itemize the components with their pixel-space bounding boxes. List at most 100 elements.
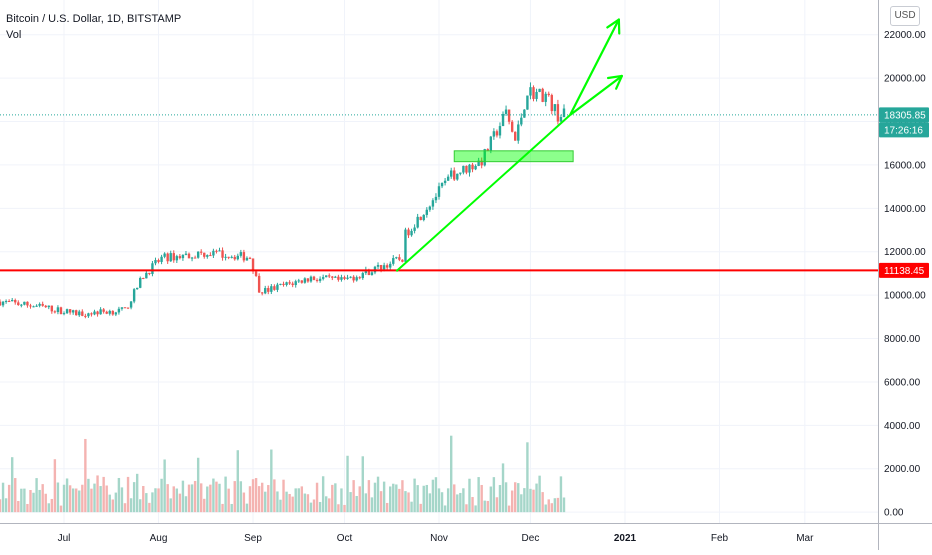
x-tick-label: Dec xyxy=(522,533,540,544)
candle-body xyxy=(127,308,129,309)
volume-bar xyxy=(81,485,83,512)
candle-body xyxy=(112,311,114,315)
volume-bar xyxy=(279,500,281,512)
volume-bar xyxy=(276,491,278,512)
volume-bar xyxy=(362,456,364,512)
candle-body xyxy=(191,258,193,259)
volume-bar xyxy=(474,505,476,512)
volume-bar xyxy=(316,483,318,512)
candle-body xyxy=(215,251,217,252)
volume-bar xyxy=(435,477,437,512)
candle-body xyxy=(508,110,510,122)
volume-bar xyxy=(173,486,175,512)
candle-body xyxy=(106,312,108,314)
x-tick-label: Mar xyxy=(796,533,814,544)
y-tick-label: 20000.00 xyxy=(884,74,926,85)
candle-body xyxy=(420,217,422,220)
candle-body xyxy=(14,300,16,302)
candle-body xyxy=(38,304,40,306)
volume-bar xyxy=(310,503,312,513)
volume-bar xyxy=(154,488,156,512)
candle-body xyxy=(264,288,266,293)
symbol-label[interactable]: Bitcoin / U.S. Dollar, 1D, BITSTAMP xyxy=(6,11,181,27)
candle-body xyxy=(23,302,25,305)
volume-bar xyxy=(447,488,449,512)
candle-body xyxy=(331,276,333,277)
volume-bar xyxy=(221,504,223,512)
volume-bar xyxy=(87,479,89,512)
volume-bar xyxy=(194,481,196,512)
volume-indicator-label[interactable]: Vol xyxy=(6,27,181,43)
candle-body xyxy=(398,257,400,260)
volume-bar xyxy=(328,498,330,512)
volume-bar xyxy=(11,457,13,512)
volume-bar xyxy=(389,486,391,512)
volume-bar xyxy=(523,488,525,512)
volume-bar xyxy=(438,488,440,512)
candle-body xyxy=(48,306,50,307)
candle-body xyxy=(237,256,239,259)
candle-body xyxy=(337,277,339,280)
volume-bar xyxy=(63,485,65,512)
volume-bar xyxy=(416,485,418,512)
candle-body xyxy=(355,277,357,280)
volume-bar xyxy=(331,485,333,512)
candle-body xyxy=(75,310,77,315)
trendline xyxy=(396,115,570,271)
last-price-badge: 18305.85 xyxy=(884,110,926,121)
chart-legend: Bitcoin / U.S. Dollar, 1D, BITSTAMP Vol xyxy=(6,11,181,43)
volume-bar xyxy=(261,483,263,512)
candle-body xyxy=(78,312,80,316)
volume-bar xyxy=(462,488,464,512)
volume-bar xyxy=(298,488,300,512)
volume-bar xyxy=(99,486,101,512)
volume-bar xyxy=(301,486,303,512)
volume-bar xyxy=(32,493,34,512)
volume-bar xyxy=(75,488,77,512)
candle-body xyxy=(17,302,19,305)
x-tick-label: Sep xyxy=(244,533,262,544)
volume-bar xyxy=(343,505,345,512)
candle-body xyxy=(359,277,361,278)
volume-bar xyxy=(322,476,324,512)
volume-bar xyxy=(258,486,260,512)
candle-body xyxy=(380,265,382,269)
candle-body xyxy=(258,276,260,293)
candle-body xyxy=(261,292,263,293)
volume-bar xyxy=(130,498,132,512)
candle-body xyxy=(81,312,83,316)
candle-body xyxy=(349,277,351,278)
candle-body xyxy=(249,258,251,259)
volume-bar xyxy=(249,486,251,512)
volume-bar xyxy=(407,492,409,512)
currency-button[interactable]: USD xyxy=(890,6,920,26)
volume-bar xyxy=(106,486,108,513)
volume-bar xyxy=(374,483,376,512)
volume-bar xyxy=(520,494,522,512)
candle-body xyxy=(490,137,492,151)
volume-bar xyxy=(237,450,239,512)
candle-body xyxy=(377,265,379,267)
candle-body xyxy=(197,252,199,258)
x-tick-label: Jul xyxy=(58,533,71,544)
candle-body xyxy=(468,165,470,173)
candle-body xyxy=(456,174,458,180)
y-tick-label: 8000.00 xyxy=(884,334,921,345)
volume-bar xyxy=(487,501,489,512)
volume-bar xyxy=(90,489,92,512)
candle-body xyxy=(151,263,153,274)
y-tick-label: 6000.00 xyxy=(884,377,921,388)
candle-body xyxy=(395,257,397,258)
volume-bar xyxy=(179,494,181,513)
volume-bar xyxy=(511,491,513,513)
volume-bar xyxy=(282,480,284,512)
volume-bar xyxy=(359,486,361,512)
candle-body xyxy=(185,254,187,255)
candle-body xyxy=(99,309,101,314)
candle-body xyxy=(66,309,68,313)
volume-bar xyxy=(563,497,565,512)
volume-bar xyxy=(267,485,269,512)
candle-body xyxy=(142,278,144,279)
